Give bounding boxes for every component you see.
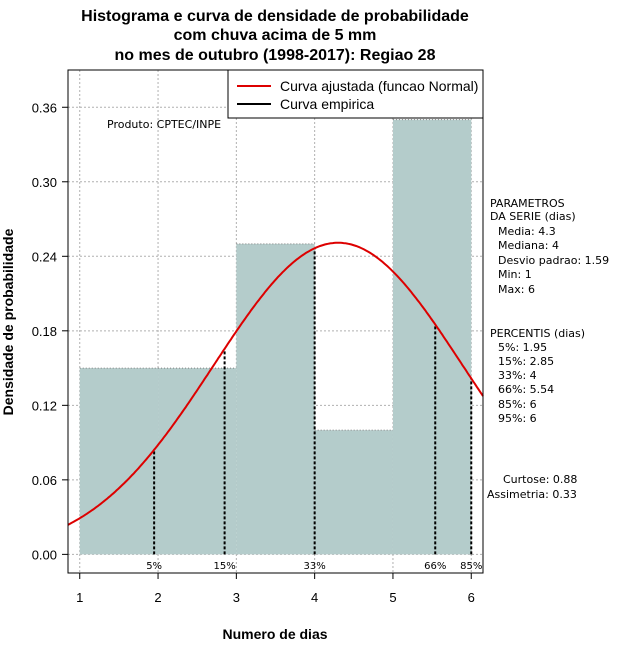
histogram-bar-0 (79, 368, 159, 555)
y-axis-label: Densidade de probabilidade (0, 228, 16, 415)
title-line-1: Histograma e curva de densidade de proba… (81, 8, 469, 25)
param-min: Min: 1 (498, 268, 532, 281)
histogram-bar-2 (236, 243, 315, 555)
axes: 1 2 3 4 5 6 0.00 0.06 0.12 0.18 0.24 0.30 0.36 (32, 100, 475, 605)
y-tick-label-1: 0.06 (32, 473, 57, 488)
legend-box (227, 69, 484, 119)
legend-empirical-label: Curva empirica (280, 96, 374, 112)
percentile-5: 5%: 1.95 (498, 341, 547, 354)
y-tick-label-0: 0.00 (32, 547, 57, 562)
histogram-bar-3 (314, 430, 393, 555)
skewness: Assimetria: 0.33 (487, 488, 577, 501)
histogram-bar-4 (392, 119, 472, 555)
shape-stats: Curtose: 0.88 Assimetria: 0.33 (487, 473, 577, 501)
x-tick-label-2: 3 (233, 590, 240, 605)
y-tick-label-5: 0.30 (32, 175, 57, 190)
legend: Curva ajustada (funcao Normal) Curva emp… (227, 69, 484, 119)
y-tick-label-2: 0.12 (32, 398, 57, 413)
histogram-bars (79, 119, 472, 555)
y-tick-label-6: 0.36 (32, 100, 57, 115)
percentile-label-2: 33% (304, 561, 326, 572)
normal-curve-line (67, 241, 484, 526)
percentiles-panel: PERCENTIS (dias) 5%: 1.95 15%: 2.85 33%:… (490, 327, 585, 425)
x-tick-label-4: 5 (389, 590, 396, 605)
param-max: Max: 6 (498, 283, 535, 296)
x-tick-label-5: 6 (468, 590, 475, 605)
param-median: Mediana: 4 (498, 239, 559, 252)
x-tick-label-3: 4 (311, 590, 318, 605)
x-tick-label-0: 1 (76, 590, 83, 605)
y-tick-label-4: 0.24 (32, 249, 57, 264)
percentile-label-0: 5% (146, 561, 162, 572)
title-line-2: com chuva acima de 5 mm (174, 27, 377, 44)
param-mean: Media: 4.3 (498, 225, 556, 238)
source-note: Produto: CPTEC/INPE (107, 118, 221, 131)
percentile-33: 33%: 4 (498, 369, 537, 382)
x-axis-label: Numero de dias (222, 626, 327, 642)
parameters-panel: PARAMETROS DA SERIE (dias) Media: 4.3 Me… (490, 197, 609, 296)
percentile-lines: 5% 15% 33% 66% 85% (146, 248, 482, 572)
percentile-label-3: 66% (424, 561, 446, 572)
percentile-15: 15%: 2.85 (498, 355, 554, 368)
param-sd: Desvio padrao: 1.59 (498, 254, 609, 267)
kurtosis: Curtose: 0.88 (503, 473, 577, 486)
percentile-label-4: 85% (460, 561, 482, 572)
x-tick-label-1: 2 (154, 590, 161, 605)
percentile-85: 85%: 6 (498, 398, 537, 411)
parameters-heading-1: PARAMETROS (490, 197, 565, 210)
histogram-bar-1 (158, 368, 237, 555)
chart-title: Histograma e curva de densidade de proba… (81, 8, 469, 64)
title-line-3: no mes de outubro (1998-2017): Regiao 28 (115, 47, 436, 64)
percentile-label-1: 15% (213, 561, 235, 572)
parameters-heading-2: DA SERIE (dias) (490, 210, 576, 223)
y-tick-label-3: 0.18 (32, 324, 57, 339)
percentile-95: 95%: 6 (498, 412, 537, 425)
percentile-66: 66%: 5.54 (498, 383, 554, 396)
percentiles-heading: PERCENTIS (dias) (490, 327, 585, 340)
legend-normal-label: Curva ajustada (funcao Normal) (280, 78, 478, 94)
normal-curve (67, 241, 484, 526)
